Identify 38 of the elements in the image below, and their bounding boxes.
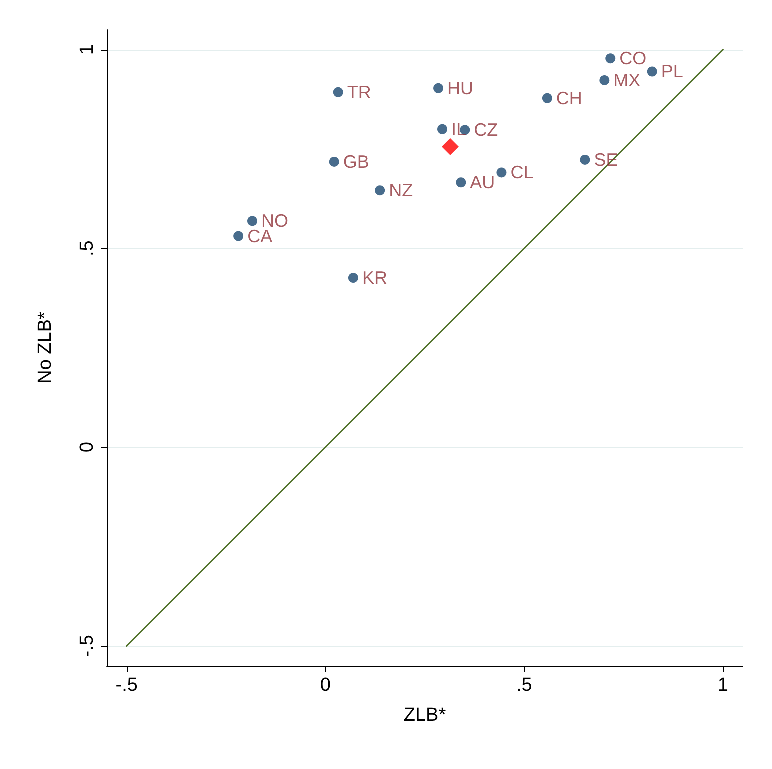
x-tick-label: -.5 bbox=[116, 675, 138, 696]
y-tick-label: .5 bbox=[77, 240, 98, 257]
y-axis-title: No ZLB* bbox=[35, 311, 56, 384]
point bbox=[647, 66, 658, 77]
data-label: CZ bbox=[474, 120, 498, 140]
x-tick-label: 1 bbox=[718, 675, 728, 696]
x-axis-title: ZLB* bbox=[404, 705, 447, 726]
data-label: MX bbox=[614, 70, 641, 90]
data-label: HU bbox=[448, 78, 474, 98]
point bbox=[496, 168, 507, 178]
x-tick-label: .5 bbox=[516, 675, 532, 696]
point bbox=[542, 93, 552, 104]
point bbox=[600, 75, 610, 86]
y-tick-label: -.5 bbox=[77, 635, 98, 658]
data-label: CO bbox=[620, 48, 647, 69]
data-label: AU bbox=[470, 172, 496, 193]
data-label: NZ bbox=[389, 180, 414, 201]
point bbox=[234, 231, 244, 242]
point bbox=[329, 156, 340, 167]
point bbox=[348, 273, 358, 284]
data-label: TR bbox=[347, 82, 372, 102]
point bbox=[434, 83, 444, 94]
data-label: KR bbox=[362, 268, 388, 288]
point bbox=[606, 54, 616, 64]
point bbox=[375, 186, 386, 196]
point bbox=[456, 178, 466, 188]
point bbox=[247, 216, 258, 226]
y-tick-label: 1 bbox=[77, 44, 98, 56]
point bbox=[333, 87, 344, 98]
point bbox=[438, 124, 448, 134]
data-label: CL bbox=[510, 162, 534, 183]
y-tick-label: 0 bbox=[77, 442, 98, 453]
x-tick-label: 0 bbox=[320, 675, 331, 696]
point bbox=[580, 154, 590, 165]
data-label: CH bbox=[556, 88, 582, 108]
data-label: GB bbox=[343, 152, 370, 172]
data-label: PL bbox=[661, 62, 684, 82]
point bbox=[442, 138, 459, 156]
